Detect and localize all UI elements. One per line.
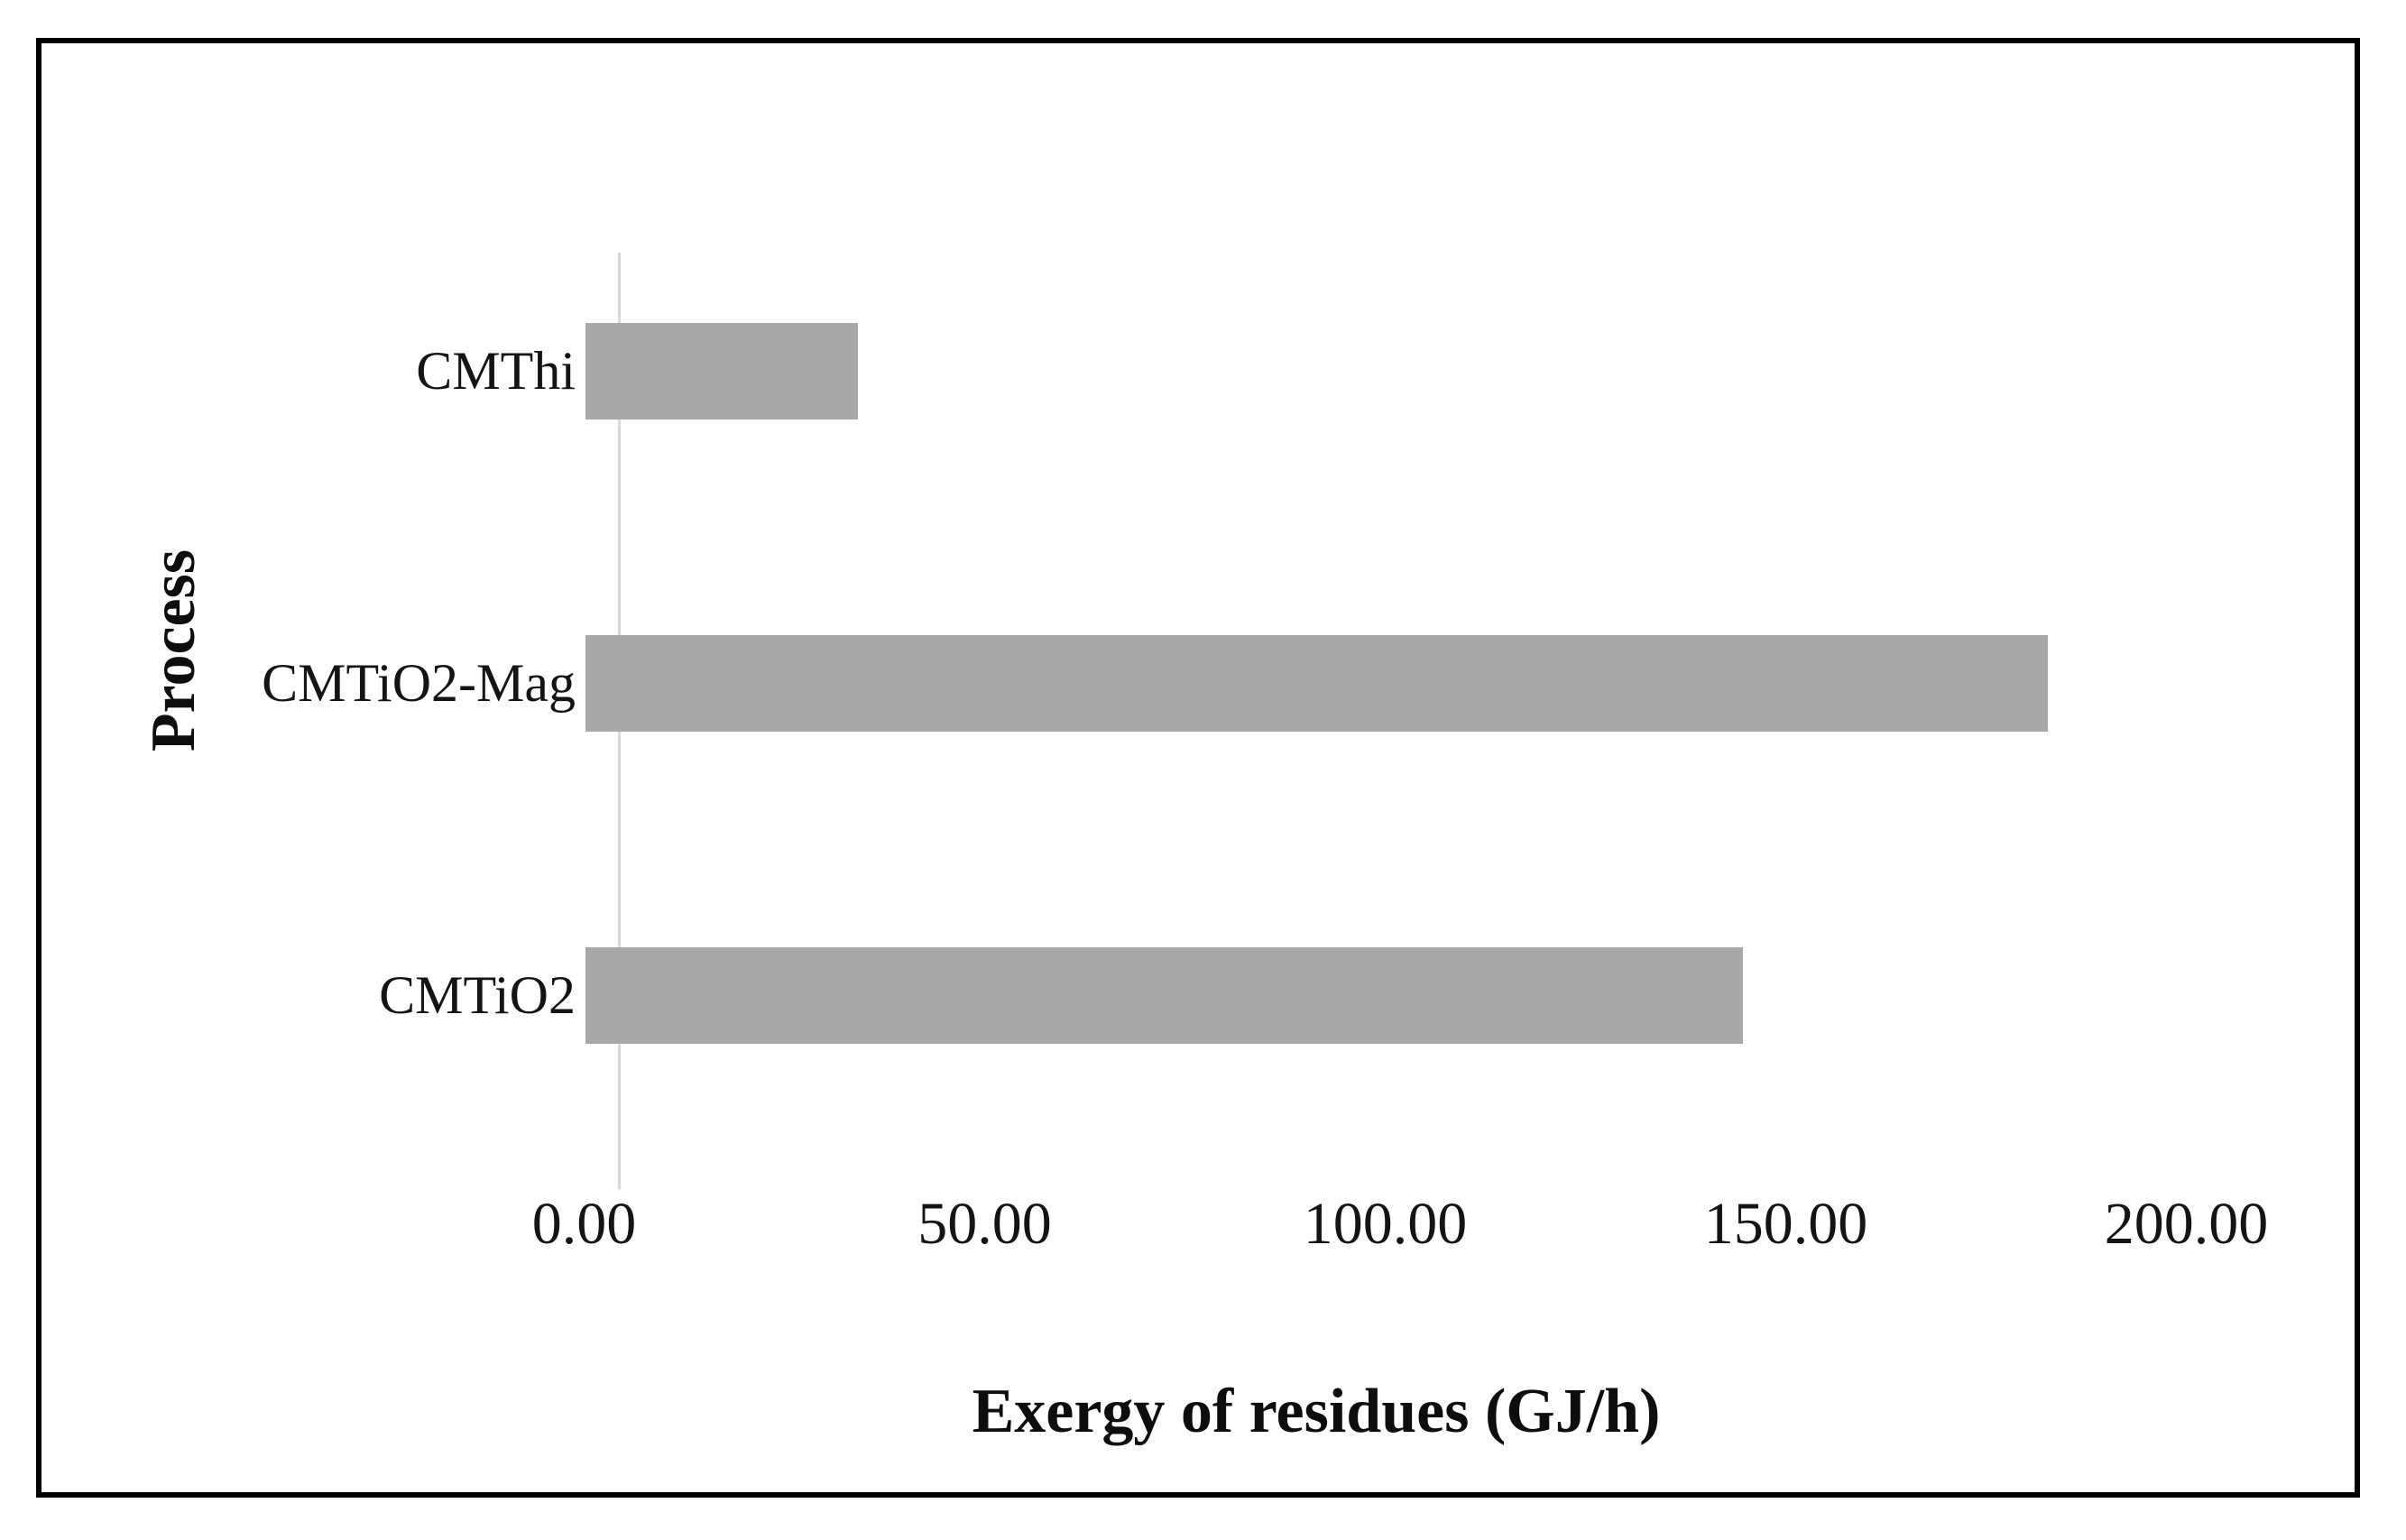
bar-cmtio2 [585, 946, 1744, 1044]
x-tick-100.00: 100.00 [1303, 1191, 1468, 1257]
x-tick-200.00: 200.00 [2104, 1191, 2269, 1257]
category-label-cmtio2: CMTiO2 [379, 965, 576, 1025]
category-label-cmthi: CMThi [416, 341, 576, 401]
bar-cmtio2-mag [585, 634, 2048, 732]
chart-frame: CMThi CMTiO2-Mag CMTiO2 0.00 50.00 100.00 150… [36, 38, 2360, 1498]
y-axis-title: Process [139, 549, 208, 752]
bar-cmthi [585, 322, 858, 420]
x-tick-0.00: 0.00 [531, 1191, 637, 1257]
category-label-cmtio2-mag: CMTiO2-Mag [262, 653, 576, 713]
x-tick-150.00: 150.00 [1703, 1191, 1868, 1257]
x-axis-title: Exergy of residues (GJ/h) [972, 1377, 1661, 1446]
x-tick-50.00: 50.00 [917, 1191, 1052, 1257]
